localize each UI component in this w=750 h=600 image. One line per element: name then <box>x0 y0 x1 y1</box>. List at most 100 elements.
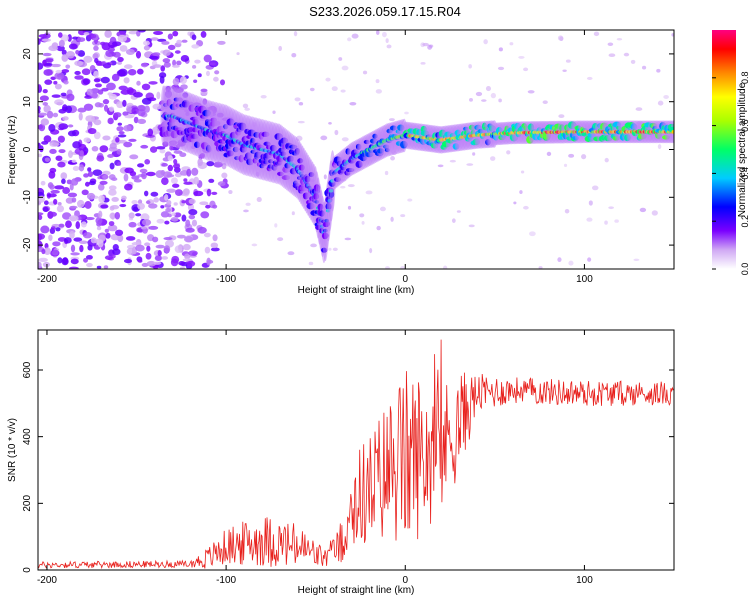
spectrogram-cell <box>481 99 487 102</box>
spectrogram-cell <box>188 214 196 220</box>
spectrogram-cell <box>70 258 79 265</box>
spectrogram-cell <box>542 100 548 104</box>
spectrogram-cell <box>236 52 240 56</box>
spectrogram-cell <box>437 164 444 168</box>
spectrogram-cell <box>139 168 148 174</box>
spectrogram-cell <box>48 211 57 217</box>
spectrogram-cell <box>153 30 164 35</box>
spectrogram-cell <box>137 259 143 263</box>
spectrogram-cell <box>153 197 159 203</box>
spectrogram-cell <box>325 77 331 82</box>
spectrogram-cell <box>61 69 70 73</box>
spectrogram-cell <box>181 214 187 222</box>
spectrogram-cell <box>124 167 134 174</box>
spectrogram-cell <box>167 164 174 172</box>
spectrogram-cell <box>379 206 386 212</box>
spectrogram-cell <box>76 37 86 42</box>
spectrogram-cell <box>94 83 102 88</box>
spectrogram-cell <box>87 167 92 172</box>
spectrogram-cell <box>485 86 491 92</box>
spectrogram-cell <box>451 218 456 223</box>
spectrogram-cell <box>41 38 52 42</box>
spectrogram-cell <box>155 244 165 249</box>
spectrogram-cell <box>176 60 182 66</box>
spectrogram-cell <box>347 37 352 42</box>
spectrogram-cell <box>71 197 77 203</box>
spectrogram-cell <box>131 107 139 115</box>
spectrogram-cell <box>52 142 60 147</box>
spectrogram-cell <box>291 211 295 216</box>
spectrogram-cell <box>117 134 127 138</box>
spectrogram-cell <box>42 261 51 268</box>
spectrogram-cell <box>616 37 623 41</box>
spectrogram-cell <box>193 190 204 197</box>
spectrogram-cell <box>155 146 166 150</box>
spectrogram-cell <box>116 69 126 77</box>
spectrogram-cell <box>347 205 352 210</box>
spectrogram-cell <box>84 95 93 99</box>
spectrogram-cell <box>62 186 71 195</box>
spectrogram-cell <box>54 99 64 106</box>
spectrogram-cell <box>128 30 138 35</box>
spectrogram-cell <box>209 62 216 66</box>
spectrogram-cell <box>607 42 614 46</box>
spectrogram-cell <box>148 55 159 60</box>
spectrogram-cell <box>84 200 92 209</box>
spectrogram-cell <box>66 179 72 185</box>
spectrogram-cell <box>43 104 51 113</box>
spectrogram-cell <box>41 248 46 255</box>
spectrogram-cell <box>546 151 552 157</box>
spectrogram-cell <box>85 216 95 221</box>
spectrogram-cell <box>96 265 102 269</box>
spectrogram-cell <box>58 223 65 228</box>
spectrogram-cell <box>145 200 151 205</box>
spectrogram-cell <box>135 213 142 217</box>
spectrogram-cell <box>155 170 165 179</box>
spectrogram-cell <box>83 173 89 178</box>
spectrogram-cell <box>97 183 105 191</box>
snr-series-line <box>38 339 674 570</box>
spectrogram-cell <box>125 236 136 241</box>
spectrogram-cell <box>144 242 151 247</box>
spectrogram-cell <box>69 205 78 209</box>
spectrogram-cell <box>51 94 61 98</box>
spectrogram-cell <box>127 69 137 76</box>
x-tick-label: -200 <box>37 575 57 586</box>
spectrogram-cell <box>51 249 59 256</box>
spectrogram-cell <box>93 78 101 83</box>
spectrogram-cell <box>193 79 198 83</box>
spectrogram-cell <box>40 118 50 126</box>
spectrogram-cell <box>604 157 609 163</box>
spectrogram-cell <box>107 224 118 232</box>
spectrogram-cell <box>171 212 176 217</box>
spectrogram-cell <box>58 32 63 38</box>
spectrogram-cell <box>167 33 173 40</box>
spectrogram-cell <box>274 223 278 228</box>
spectrogram-cell <box>81 189 89 196</box>
spectrogram-cell <box>518 55 525 59</box>
spectrogram-cell <box>163 61 171 68</box>
spectrogram-cell <box>131 175 140 180</box>
colorbar-tick-label: 0.8 <box>740 72 750 85</box>
spectrogram-cell <box>38 112 48 116</box>
spectrogram-cell <box>93 70 99 78</box>
spectrogram-cell <box>83 103 94 111</box>
spectrogram-cell <box>172 163 181 169</box>
spectrogram-cell <box>179 152 187 158</box>
spectrogram-cell <box>42 52 52 57</box>
spectrogram-cell <box>382 31 387 38</box>
spectrogram-cell <box>83 31 90 36</box>
spectrogram-cell <box>375 79 380 84</box>
spectrogram-cell <box>523 67 529 72</box>
spectrogram-cell <box>161 40 170 45</box>
spectrogram-cell <box>272 110 276 114</box>
spectrogram-cell <box>117 56 124 63</box>
spectrogram-cell <box>278 45 283 52</box>
spectrogram-cell <box>119 203 127 208</box>
spectrogram-cell <box>277 237 284 242</box>
spectrogram-cell <box>154 255 163 261</box>
spectrogram-cell <box>538 266 543 269</box>
spectrogram-cell <box>65 50 75 59</box>
spectrogram-cell <box>141 97 152 105</box>
spectrogram-cell <box>79 244 84 253</box>
